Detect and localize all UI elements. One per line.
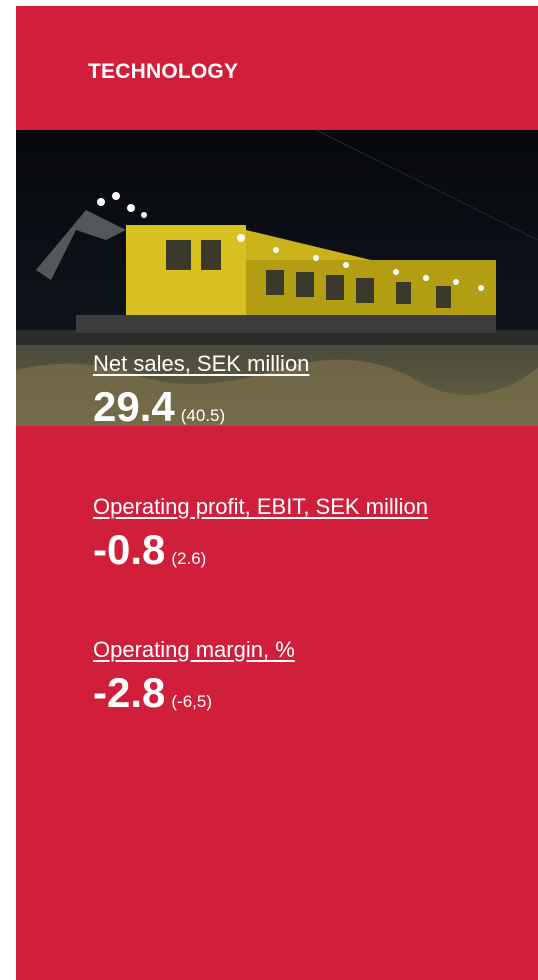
metric-prior: (40.5) <box>180 406 226 425</box>
metric-label: Net sales, SEK million <box>93 351 310 376</box>
metric-value: 29.4 <box>93 383 175 430</box>
metric-label: Operating profit, EBIT, SEK million <box>93 494 429 519</box>
card: TECHNOLOGY <box>16 6 538 980</box>
metric-prior: (-6,5) <box>171 692 212 711</box>
metric-prior: (2.6) <box>171 549 207 568</box>
metric: Net sales, SEK million 29.4 (40.5) <box>93 351 309 431</box>
photo <box>16 130 538 426</box>
metric-value: -2.8 <box>93 669 166 716</box>
section-title: TECHNOLOGY <box>88 60 239 83</box>
metric: Operating profit, EBIT, SEK million -0.8… <box>93 494 428 574</box>
metric: Operating margin, % -2.8 (-6,5) <box>93 637 295 717</box>
metric-value: -0.8 <box>93 526 166 573</box>
metric-label: Operating margin, % <box>93 637 295 662</box>
